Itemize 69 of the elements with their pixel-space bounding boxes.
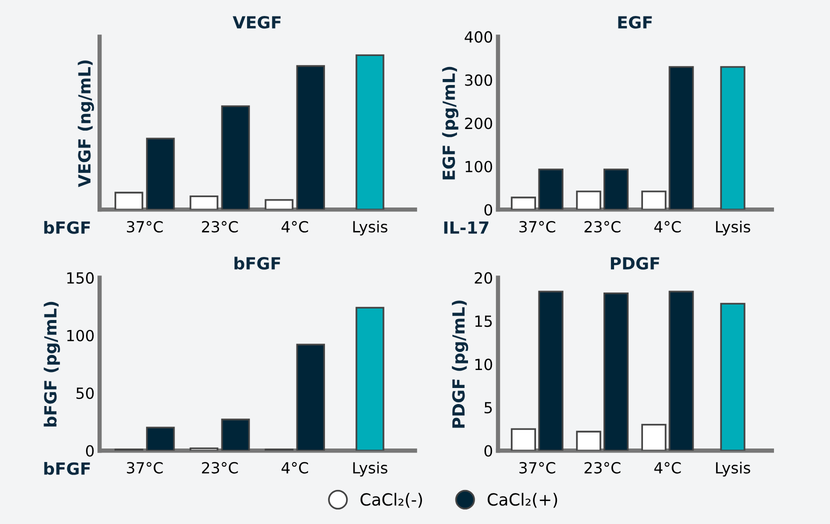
chart-title: EGF xyxy=(618,16,652,29)
x-tick-label: 4°C xyxy=(282,462,308,474)
bar xyxy=(296,344,325,451)
bar xyxy=(641,190,666,210)
chart-title: PDGF xyxy=(610,257,660,270)
text: bFGF xyxy=(44,220,90,234)
bar xyxy=(221,105,250,210)
bar xyxy=(668,66,694,210)
x-tick-label: 4°C xyxy=(654,220,681,233)
bar xyxy=(720,66,746,210)
bar xyxy=(641,424,666,451)
bar xyxy=(356,306,384,451)
x-tick-label: 37°C xyxy=(519,220,556,233)
bar xyxy=(510,196,536,210)
chart-title: VEGF xyxy=(232,16,281,29)
text: IL-17 xyxy=(444,221,488,234)
y-tick-label: 100 xyxy=(67,330,94,342)
legend-label: CaCl₂(-) xyxy=(360,492,422,508)
x-tick-label: 23°C xyxy=(584,462,620,474)
y-tick-label: 20 xyxy=(474,272,492,284)
bar xyxy=(114,192,144,210)
text: bFGF xyxy=(44,462,90,475)
x-tick-label: Lysis xyxy=(353,462,388,477)
y-tick-label: 50 xyxy=(76,387,94,400)
x-tick-label: Lysis xyxy=(353,220,388,236)
bar xyxy=(538,168,564,210)
bar xyxy=(576,430,602,451)
bar xyxy=(296,65,325,210)
y-tick-label: 200 xyxy=(465,118,492,130)
bar xyxy=(146,426,175,451)
x-tick-label: 37°C xyxy=(126,220,163,233)
bar xyxy=(510,428,536,451)
y-axis-title: bFGF (pg/mL) xyxy=(44,302,60,426)
bar xyxy=(538,290,564,451)
bar xyxy=(356,54,384,210)
y-tick-label: 15 xyxy=(475,316,492,327)
y-tick-label: 100 xyxy=(466,160,492,172)
bar xyxy=(190,448,218,451)
x-tick-label: Lysis xyxy=(716,220,750,236)
y-axis-title: EGF (pg/mL) xyxy=(442,66,458,180)
y-tick-label: 400 xyxy=(464,31,492,43)
bar xyxy=(603,168,629,210)
y-tick-label: 0 xyxy=(484,445,492,457)
bar xyxy=(603,292,629,451)
x-tick-label: Lysis xyxy=(716,462,750,477)
y-axis-title: PDGF (pg/mL) xyxy=(452,300,468,428)
bar xyxy=(146,138,175,210)
x-tick-label: 4°C xyxy=(282,220,308,233)
x-tick-label: 23°C xyxy=(202,220,238,233)
chart-title: bFGF xyxy=(234,256,280,270)
x-tick-label: 37°C xyxy=(519,462,556,474)
legend-label: CaCl₂(+) xyxy=(488,492,558,508)
y-tick-label: 5 xyxy=(484,402,492,414)
y-tick-label: 0 xyxy=(484,204,492,216)
y-tick-label: 150 xyxy=(67,272,94,284)
bar xyxy=(576,190,602,210)
bar xyxy=(190,195,218,210)
y-tick-label: 10 xyxy=(475,358,492,370)
y-axis-title: VEGF (ng/mL) xyxy=(78,60,94,188)
bar xyxy=(221,418,250,451)
y-tick-label: 300 xyxy=(465,74,492,86)
bar xyxy=(264,199,294,210)
x-tick-label: 23°C xyxy=(202,462,238,474)
y-tick-label: 0 xyxy=(86,445,94,457)
bar xyxy=(720,302,746,451)
x-tick-label: 37°C xyxy=(126,462,163,474)
bar xyxy=(668,290,694,451)
x-tick-label: 23°C xyxy=(584,220,620,233)
x-tick-label: 4°C xyxy=(654,462,681,474)
